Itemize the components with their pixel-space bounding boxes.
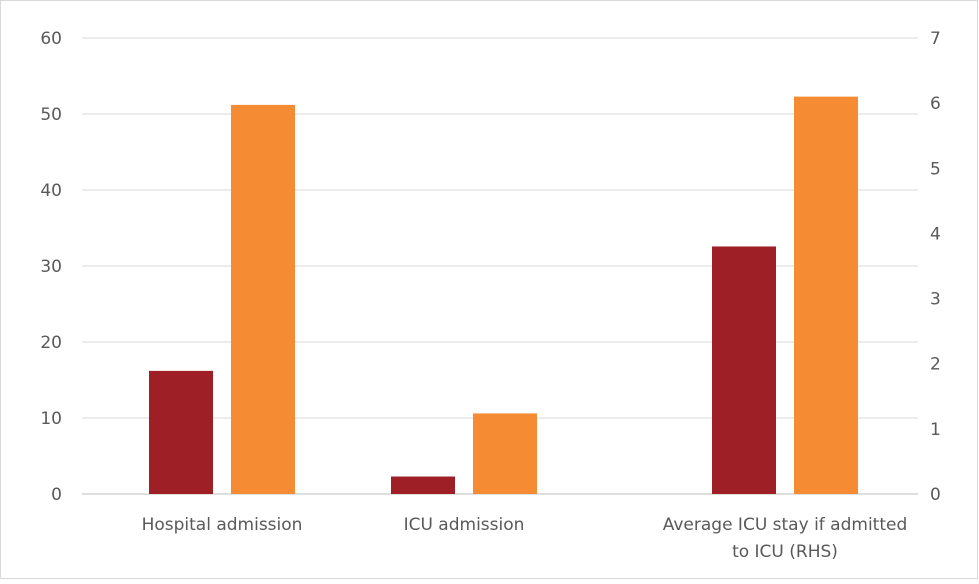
y-left-tick-label: 0 [51, 485, 62, 505]
x-category-label-line: Hospital admission [142, 515, 303, 535]
y-right-tick-label: 5 [930, 159, 941, 179]
x-category-label-line: to ICU (RHS) [732, 542, 838, 562]
bar [149, 370, 213, 494]
y-left-tick-label: 30 [40, 257, 62, 277]
bar [794, 96, 858, 494]
y-right-tick-label: 2 [930, 355, 941, 375]
bar [473, 413, 537, 494]
y-left-tick-label: 10 [40, 409, 62, 429]
y-right-tick-label: 1 [930, 420, 941, 440]
x-category-label-line: ICU admission [404, 515, 525, 535]
y-left-tick-label: 20 [40, 333, 62, 353]
x-category-label-line: Average ICU stay if admitted [663, 515, 908, 535]
y-right-tick-label: 3 [930, 290, 941, 310]
bar [231, 104, 295, 494]
x-category-label: Hospital admission [142, 515, 303, 535]
x-category-label: ICU admission [404, 515, 525, 535]
x-category-label: Average ICU stay if admitted to ICU (RHS) [663, 515, 908, 562]
y-left-tick-label: 50 [40, 105, 62, 125]
y-right-tick-label: 6 [930, 94, 941, 114]
gridlines [82, 37, 918, 495]
y-left-tick-label: 40 [40, 181, 62, 201]
bars [149, 96, 858, 494]
y-right-tick-label: 7 [930, 29, 941, 49]
bar [712, 246, 776, 494]
y-left-tick-label: 60 [40, 29, 62, 49]
y-right-tick-label: 0 [930, 485, 941, 505]
y-right-tick-label: 4 [930, 224, 941, 244]
axes: 0 10 20 30 40 50 60 0 1 2 3 4 5 6 7 Hospital admission I… [40, 29, 940, 562]
bar [391, 476, 455, 494]
